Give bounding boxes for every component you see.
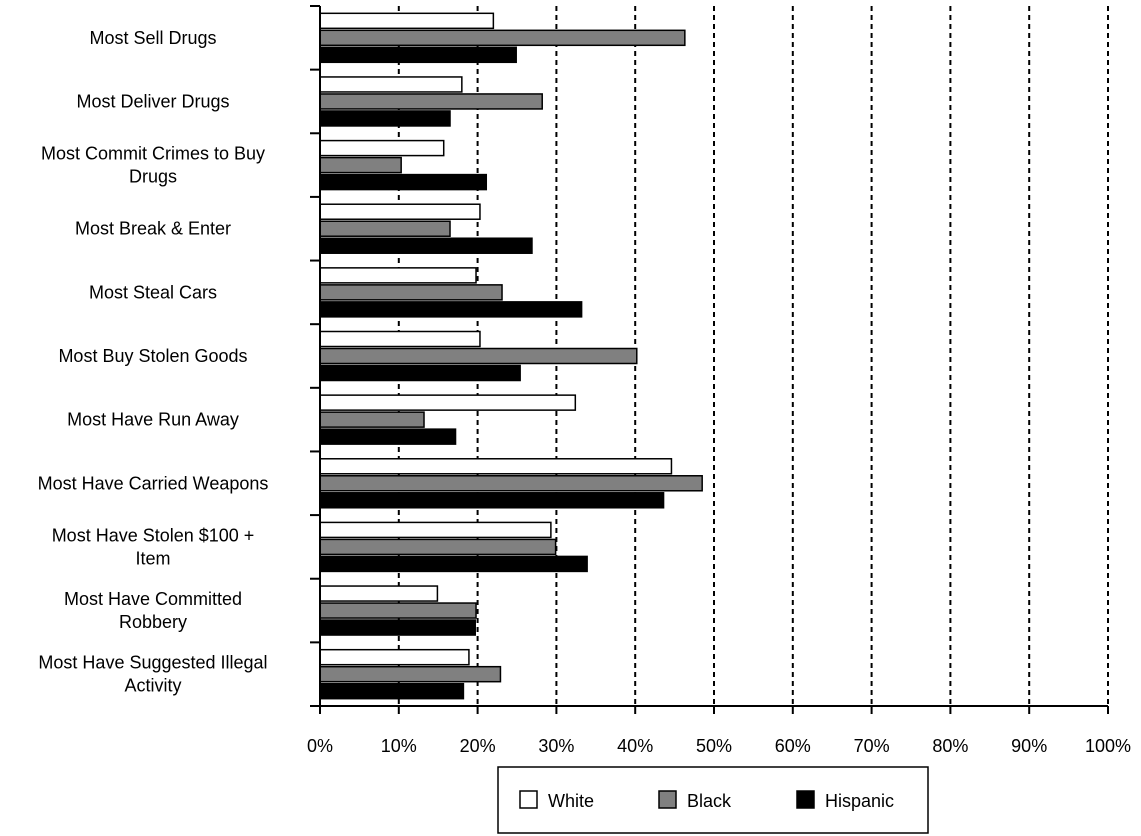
legend: White Black Hispanic <box>497 766 929 834</box>
bar-black <box>319 284 503 301</box>
bar-white <box>319 521 552 539</box>
category-labels: Most Sell Drugs Most Deliver Drugs Most Co… <box>38 28 269 696</box>
axes <box>310 5 1109 714</box>
bar-hispanic <box>319 428 457 445</box>
x-tick-label: 60% <box>775 736 811 756</box>
x-tick-label: 0% <box>307 736 333 756</box>
x-tick-label: 30% <box>538 736 574 756</box>
x-tick-label: 80% <box>932 736 968 756</box>
legend-label: Black <box>687 791 732 811</box>
bar-hispanic <box>319 301 583 318</box>
bar-black <box>319 93 543 110</box>
category-label: Most Have Stolen $100 + <box>52 525 255 545</box>
bar-black <box>319 602 477 619</box>
legend-box <box>497 766 929 834</box>
bar-hispanic <box>319 619 476 636</box>
x-tick-label: 10% <box>381 736 417 756</box>
legend-swatch-white <box>519 790 538 809</box>
bar-black <box>319 220 451 237</box>
x-tick-label: 100% <box>1085 736 1131 756</box>
x-tick-label: 90% <box>1011 736 1047 756</box>
legend-label: Hispanic <box>825 791 894 811</box>
bar-hispanic <box>319 173 488 191</box>
category-label: Most Buy Stolen Goods <box>58 346 247 366</box>
bar-white <box>319 648 470 666</box>
bar-white <box>319 76 463 93</box>
x-tick-label: 50% <box>696 736 732 756</box>
bar-black <box>319 538 557 556</box>
bar-hispanic <box>319 682 465 700</box>
bar-black <box>319 29 686 47</box>
category-label: Most Steal Cars <box>89 282 217 302</box>
bar-white <box>319 394 577 411</box>
category-label: Activity <box>124 676 181 696</box>
x-tick-label: 70% <box>854 736 890 756</box>
bar-black <box>319 475 703 492</box>
bar-hispanic <box>319 110 451 127</box>
category-label: Most Have Suggested Illegal <box>38 653 267 673</box>
category-label: Most Deliver Drugs <box>76 91 229 111</box>
category-label: Most Sell Drugs <box>89 28 216 48</box>
bar-black <box>319 347 638 365</box>
bar-white <box>319 585 439 602</box>
bar-white <box>319 203 481 220</box>
bar-black <box>319 411 425 428</box>
bars-group <box>319 12 703 700</box>
bar-black <box>319 156 402 174</box>
x-tick-label: 40% <box>617 736 653 756</box>
x-tick-label: 20% <box>460 736 496 756</box>
legend-swatch-hispanic <box>796 790 815 809</box>
bar-white <box>319 267 477 284</box>
bar-white <box>319 458 673 475</box>
legend-label: White <box>548 791 594 811</box>
category-label: Item <box>135 548 170 568</box>
category-label: Drugs <box>129 167 177 187</box>
bar-white <box>319 12 495 30</box>
bar-hispanic <box>319 237 533 254</box>
category-label: Most Break & Enter <box>75 219 231 239</box>
tick-labels: 0% 10% 20% 30% 40% 50% 60% 70% 80% 90% 100% <box>307 736 1131 756</box>
legend-swatch-black <box>658 790 677 809</box>
bar-white <box>319 330 481 348</box>
category-label: Robbery <box>119 612 187 632</box>
category-label: Most Have Carried Weapons <box>38 473 269 493</box>
bar-black <box>319 665 502 683</box>
bar-hispanic <box>319 555 588 573</box>
bar-hispanic <box>319 364 521 382</box>
category-label: Most Commit Crimes to Buy <box>41 144 265 164</box>
bar-hispanic <box>319 492 665 509</box>
bar-hispanic <box>319 46 517 64</box>
bar-white <box>319 139 445 157</box>
category-label: Most Have Committed <box>64 589 242 609</box>
category-label: Most Have Run Away <box>67 410 239 430</box>
